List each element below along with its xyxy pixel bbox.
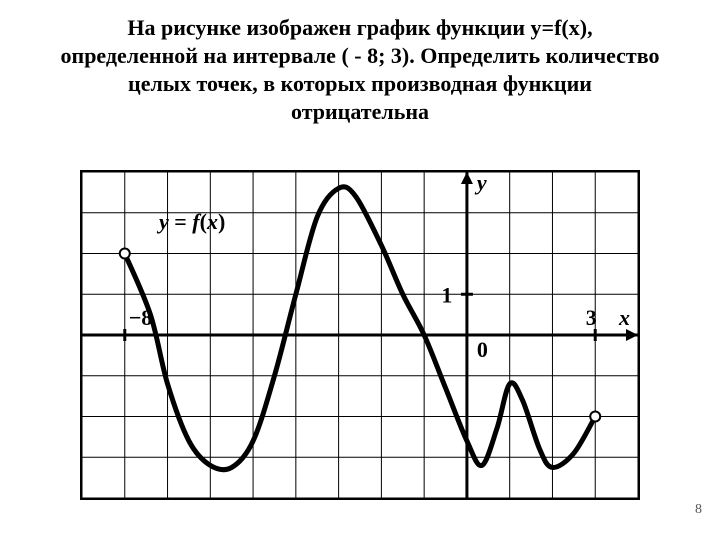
svg-text:3: 3 [586, 305, 597, 330]
svg-text:х: х [618, 305, 630, 330]
svg-text:0: 0 [477, 337, 488, 362]
svg-text:1: 1 [441, 282, 452, 307]
function-graph-container: у х 0 1 −8 3 y = f(x) [80, 170, 640, 500]
svg-text:у: у [474, 172, 487, 195]
problem-title: На рисунке изображен график функции у=f(… [0, 14, 720, 126]
function-graph: у х 0 1 −8 3 y = f(x) [82, 172, 638, 498]
page-number: 8 [695, 502, 702, 518]
svg-text:−8: −8 [129, 305, 153, 330]
svg-text:y = f(x): y = f(x) [156, 209, 225, 234]
